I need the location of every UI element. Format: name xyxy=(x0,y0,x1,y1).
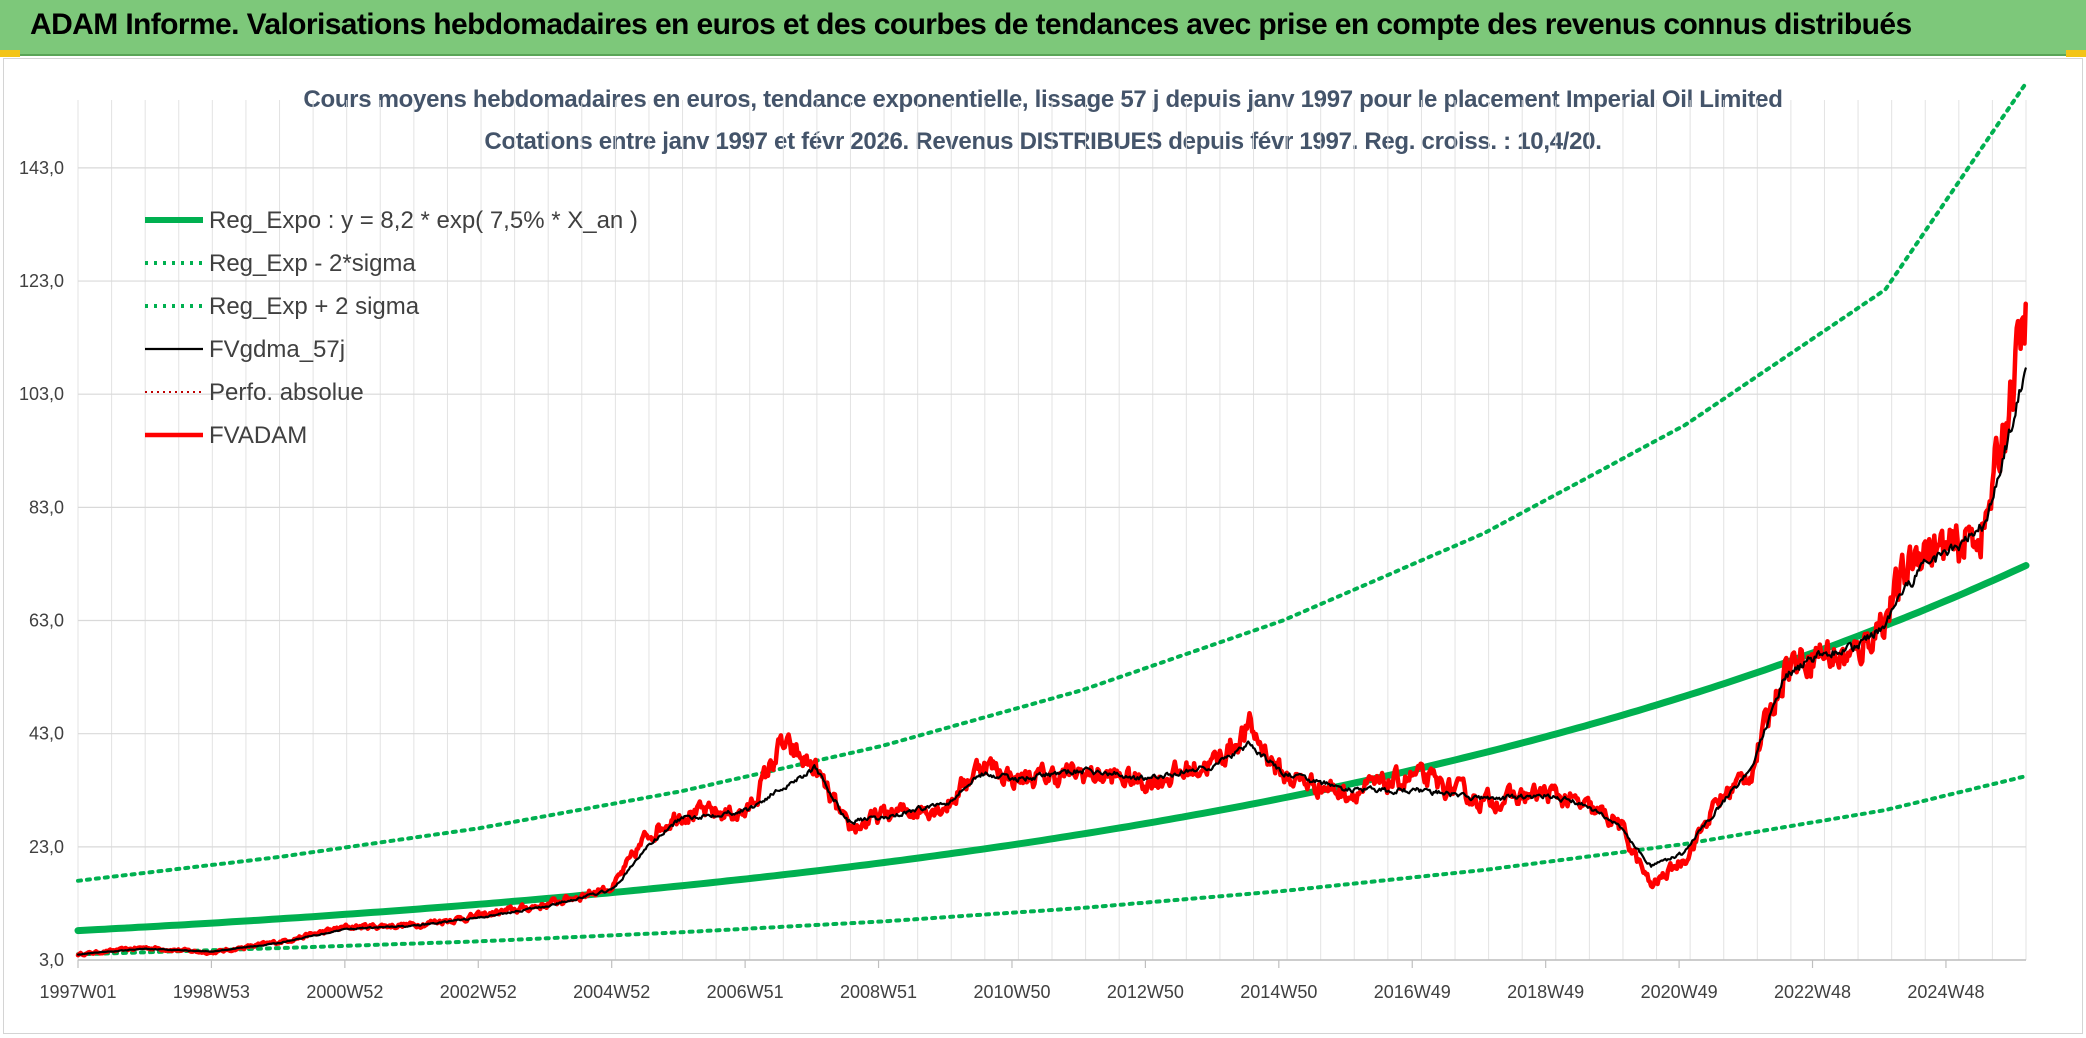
y-tick-label: 123,0 xyxy=(19,271,64,291)
legend-label: Reg_Exp + 2 sigma xyxy=(209,293,420,320)
x-tick-label: 2020W49 xyxy=(1641,982,1718,1002)
legend-label: Perfo. absolue xyxy=(209,379,364,406)
x-tick-label: 2022W48 xyxy=(1774,982,1851,1002)
x-tick-label: 1998W53 xyxy=(173,982,250,1002)
legend-label: FVgdma_57j xyxy=(209,336,345,363)
series-line-1 xyxy=(76,774,2028,957)
series-line-3 xyxy=(76,367,2027,956)
x-tick-label: 2008W51 xyxy=(840,982,917,1002)
chart-series xyxy=(74,81,2030,958)
x-tick-label: 2006W51 xyxy=(707,982,784,1002)
x-tick-label: 1997W01 xyxy=(39,982,116,1002)
x-tick-label: 2024W48 xyxy=(1907,982,1984,1002)
y-tick-label: 23,0 xyxy=(29,837,64,857)
x-tick-label: 2002W52 xyxy=(440,982,517,1002)
chart-frame xyxy=(3,58,2083,1034)
series-line-0 xyxy=(74,562,2030,935)
x-tick-label: 2016W49 xyxy=(1374,982,1451,1002)
y-tick-label: 83,0 xyxy=(29,497,64,517)
report-title: ADAM Informe. Valorisations hebdomadaire… xyxy=(30,8,1912,41)
y-tick-label: 63,0 xyxy=(29,611,64,631)
y-tick-label: 3,0 xyxy=(39,950,64,970)
chart-subtitle: Cotations entre janv 1997 et févr 2026. … xyxy=(484,128,1602,155)
legend-label: FVADAM xyxy=(209,422,307,449)
x-axis-ticks: 1997W01 1998W53 2000W52 2002W52 2004W52 2006W… xyxy=(39,960,1984,1002)
legend-label: Reg_Exp - 2*sigma xyxy=(209,250,416,277)
x-tick-label: 2012W50 xyxy=(1107,982,1184,1002)
x-tick-label: 2010W50 xyxy=(973,982,1050,1002)
banner-accent-right xyxy=(2066,50,2086,57)
y-tick-label: 43,0 xyxy=(29,724,64,744)
series-line-2 xyxy=(76,81,2028,883)
x-tick-label: 2018W49 xyxy=(1507,982,1584,1002)
y-axis-ticks: 3,0 23,0 43,0 63,0 83,0 103,0 123,0 143,0 xyxy=(19,158,64,970)
y-tick-label: 143,0 xyxy=(19,158,64,178)
legend-label: Reg_Expo : y = 8,2 * exp( 7,5% * X_an ) xyxy=(209,207,638,234)
x-tick-label: 2014W50 xyxy=(1240,982,1317,1002)
x-tick-label: 2000W52 xyxy=(306,982,383,1002)
chart-title: Cours moyens hebdomadaires en euros, ten… xyxy=(303,86,1783,113)
x-tick-label: 2004W52 xyxy=(573,982,650,1002)
chart-legend: Reg_Expo : y = 8,2 * exp( 7,5% * X_an ) R… xyxy=(145,207,638,449)
y-tick-label: 103,0 xyxy=(19,384,64,404)
chart-grid xyxy=(77,100,2027,961)
banner-accent-left xyxy=(0,50,20,57)
report-banner: ADAM Informe. Valorisations hebdomadaire… xyxy=(0,0,2086,56)
